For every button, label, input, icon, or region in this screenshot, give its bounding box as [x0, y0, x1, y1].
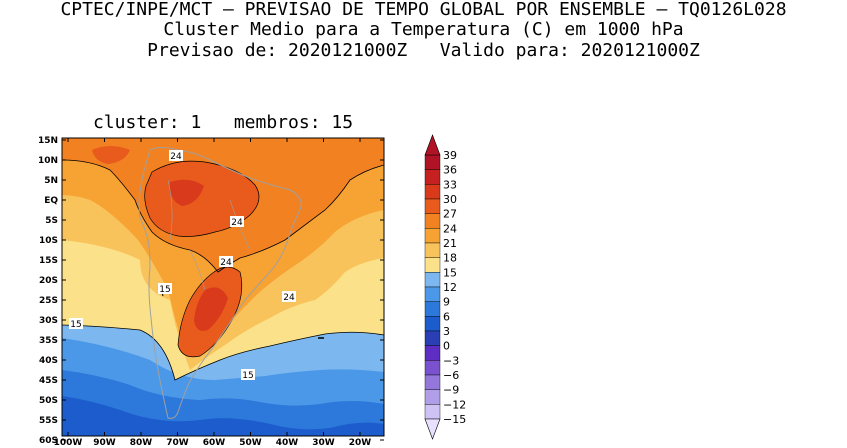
lat-label: 20S	[39, 276, 58, 286]
colorbar-swatch	[424, 242, 441, 258]
colorbar-swatch	[424, 272, 441, 288]
colorbar-swatch	[424, 257, 441, 273]
colorbar-label: −6	[443, 369, 459, 382]
colorbar-top-arrow	[424, 134, 441, 156]
colorbar-label: −15	[443, 413, 466, 426]
colorbar-label: 36	[443, 164, 457, 177]
colorbar-bottom-arrow	[424, 418, 441, 440]
lat-label: 30S	[39, 316, 58, 326]
continent-outline	[138, 147, 302, 419]
lon-label: 60W	[203, 438, 226, 448]
colorbar-label: 18	[443, 252, 457, 265]
title-line-3: Previsao de: 2020121000Z Valido para: 20…	[147, 40, 700, 61]
colorbar-label: 30	[443, 193, 457, 206]
lon-label: 80W	[130, 438, 153, 448]
lat-label: 15S	[39, 256, 58, 266]
lat-label: 45S	[39, 376, 58, 386]
band-27-30-nw	[92, 146, 130, 164]
temperature-field	[62, 138, 384, 436]
contour-label-bg	[241, 369, 255, 380]
lat-label: EQ	[44, 196, 58, 206]
lat-label: 55S	[39, 416, 58, 426]
contour-label: 24	[283, 293, 295, 303]
lon-label: 100W	[54, 438, 83, 448]
colorbar-swatch	[424, 184, 441, 200]
colorbar-swatch	[424, 389, 441, 405]
title-line-2: Cluster Medio para a Temperatura (C) em …	[163, 19, 684, 40]
colorbar-label: −9	[443, 384, 459, 397]
contour-label: 15	[242, 371, 253, 381]
contour-15	[62, 324, 384, 381]
lat-label: 60S	[39, 436, 58, 446]
colorbar-label: 15	[443, 266, 457, 279]
latitude-axis: 15N 10N 5N EQ 5S 10S 15S 20S 25S 30S 35S 40S 45S 50S 5…	[38, 136, 384, 446]
colorbar-label: 33	[443, 178, 457, 191]
band-30-33-north	[169, 179, 204, 206]
longitude-axis: 100W 90W 80W 70W 60W 50W 40W 30W 20W	[54, 138, 372, 448]
title-line-1: CPTEC/INPE/MCT – PREVISAO DE TEMPO GLOBA…	[60, 0, 787, 20]
lon-label: 30W	[312, 438, 335, 448]
lon-label: 40W	[276, 438, 299, 448]
colorbar-swatch	[424, 286, 441, 302]
colorbar-label: −12	[443, 398, 466, 411]
colorbar-label: 12	[443, 281, 457, 294]
map-frame	[61, 137, 385, 437]
band-30-33-south	[194, 287, 228, 331]
lat-label: 35S	[39, 336, 58, 346]
contour-label: 15	[159, 285, 170, 295]
colorbar-label: 6	[443, 310, 450, 323]
colorbar-swatch	[424, 330, 441, 346]
colorbar-swatch	[424, 316, 441, 332]
colorbar-swatch	[424, 213, 441, 229]
lat-label: 50S	[39, 396, 58, 406]
colorbar-swatch	[424, 169, 441, 185]
contour-label-bg	[69, 318, 83, 329]
colorbar-swatch	[424, 198, 441, 214]
colorbar-swatch	[424, 301, 441, 317]
lat-label: 5S	[45, 216, 58, 226]
lon-label: 20W	[349, 438, 372, 448]
lat-label: 10S	[39, 236, 58, 246]
contour-24	[62, 159, 384, 273]
colorbar-label: 3	[443, 325, 450, 338]
lat-label: 15N	[38, 136, 58, 146]
colorbar-swatch	[424, 345, 441, 361]
contour-label-bg	[219, 256, 233, 267]
lat-label: 25S	[39, 296, 58, 306]
lon-label: 50W	[239, 438, 262, 448]
country-borders	[167, 179, 251, 291]
colorbar-label: 0	[443, 340, 450, 353]
contour-27-south	[177, 266, 243, 358]
colorbar-label: 21	[443, 237, 457, 250]
lon-label: 70W	[166, 438, 189, 448]
colorbar-swatch	[424, 228, 441, 244]
contour-label: 24	[220, 258, 232, 268]
lat-label: 10N	[38, 156, 58, 166]
contour-label-bg	[169, 150, 183, 161]
colorbar-label: 24	[443, 222, 457, 235]
contour-label-bg	[282, 291, 296, 302]
colorbar-swatch	[424, 404, 441, 420]
colorbar-label: 9	[443, 296, 450, 309]
lat-label: 40S	[39, 356, 58, 366]
colorbar-swatch	[424, 374, 441, 390]
contour-labels: 24 24 24 24 15 15 15	[69, 150, 296, 381]
contour-label: 24	[170, 152, 182, 162]
colorbar-label: 39	[443, 149, 457, 162]
lat-label: 5N	[44, 176, 58, 186]
contour-label-bg	[158, 283, 172, 294]
contour-label: 24	[231, 218, 243, 228]
lon-label: 90W	[93, 438, 116, 448]
colorbar-label: −3	[443, 354, 459, 367]
contour-label-bg	[230, 216, 244, 227]
colorbar-swatch	[424, 154, 441, 170]
colorbar-swatch	[424, 360, 441, 376]
colorbar-label: 27	[443, 208, 457, 221]
contour-label: 15	[70, 320, 81, 330]
panel-title: cluster: 1 membros: 15	[92, 112, 354, 133]
